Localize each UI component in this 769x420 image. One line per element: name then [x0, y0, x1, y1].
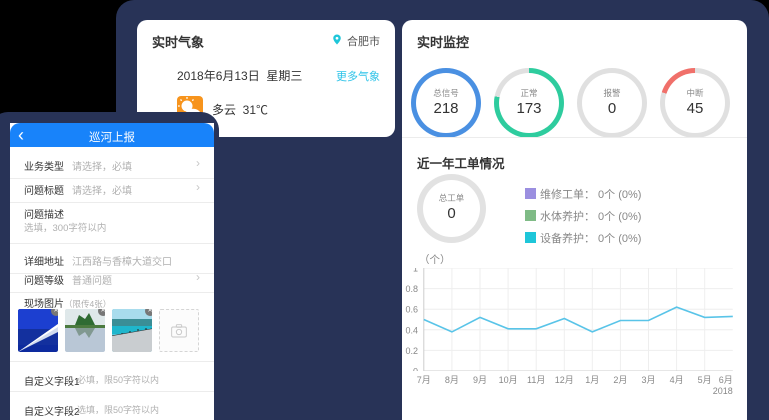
svg-text:0.4: 0.4 — [405, 325, 418, 335]
svg-text:1: 1 — [413, 268, 418, 274]
svg-text:0.6: 0.6 — [405, 305, 418, 315]
svg-text:0.8: 0.8 — [405, 284, 418, 294]
svg-text:0.2: 0.2 — [405, 346, 418, 356]
